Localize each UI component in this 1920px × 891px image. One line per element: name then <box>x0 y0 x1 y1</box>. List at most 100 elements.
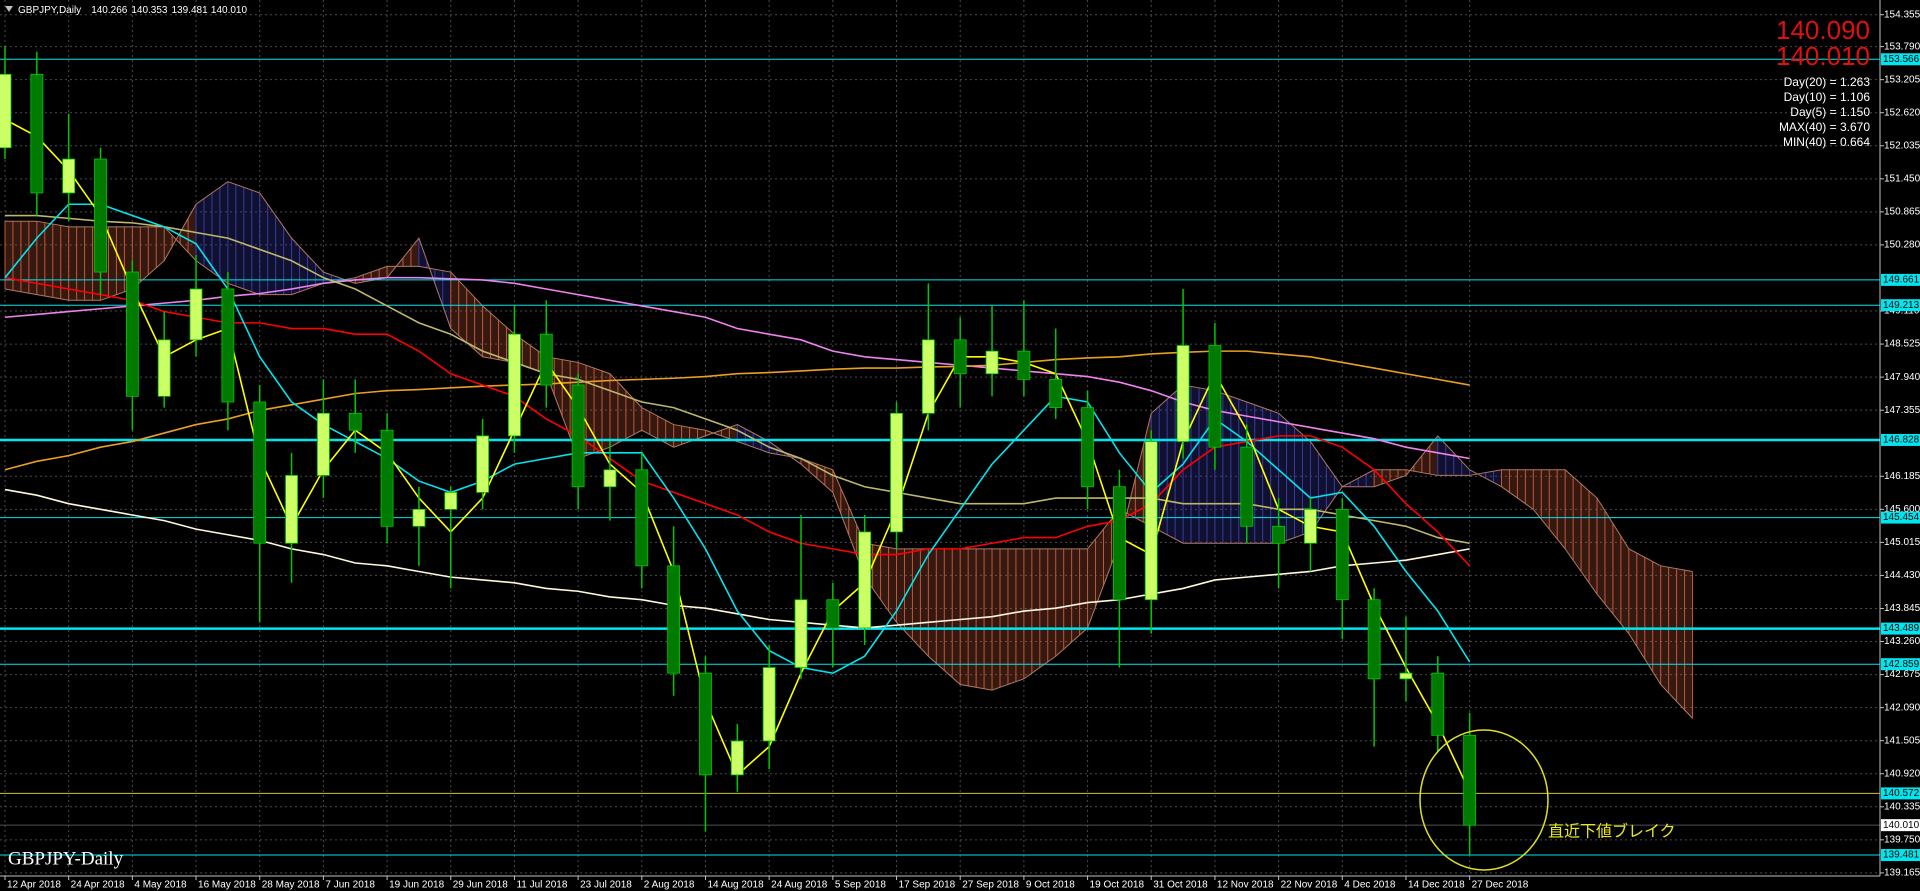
candle-body <box>348 412 362 431</box>
level-label: 146.828 <box>1883 435 1920 446</box>
x-tick-label: 14 Aug 2018 <box>707 880 764 891</box>
level-label-box <box>1881 622 1920 635</box>
y-tick-label: 146.185 <box>1884 471 1920 482</box>
stat-line: Day(10) = 1.106 <box>1784 90 1871 104</box>
x-tick-label: 17 Sep 2018 <box>899 880 956 891</box>
x-tick-label: 4 May 2018 <box>134 880 187 891</box>
candle-body <box>539 333 553 386</box>
candle-body <box>603 469 617 488</box>
candle-body <box>125 271 139 397</box>
candle-body <box>1113 486 1126 601</box>
x-tick-label: 24 Apr 2018 <box>71 880 125 891</box>
level-label-box <box>1881 658 1920 671</box>
x-tick-label: 12 Nov 2018 <box>1217 880 1274 891</box>
levels <box>0 58 1880 856</box>
y-tick-label: 143.845 <box>1884 603 1920 614</box>
x-tick-label: 24 Aug 2018 <box>771 880 828 891</box>
y-tick-label: 144.430 <box>1884 570 1920 581</box>
highlight-circle <box>1419 729 1549 871</box>
grid <box>0 0 1880 876</box>
y-tick-label: 150.280 <box>1884 240 1920 251</box>
header: GBPJPY,Daily 140.266 140.353 139.481 140.010 <box>18 5 247 16</box>
candle-body <box>1017 350 1031 380</box>
x-tick-label: 5 Sep 2018 <box>835 880 887 891</box>
level-label: 139.481 <box>1883 850 1920 861</box>
candle-body <box>667 565 681 674</box>
candle-body <box>380 429 394 527</box>
header-close: 140.010 <box>211 5 248 16</box>
quote: 140.090 <box>1776 15 1870 45</box>
level-label-box <box>1881 433 1920 446</box>
x-tick-label: 29 Jun 2018 <box>453 880 508 891</box>
candle-body <box>730 740 744 776</box>
candles <box>0 46 1477 856</box>
x-tick-label: 9 Oct 2018 <box>1026 880 1075 891</box>
x-tick-label: 31 Oct 2018 <box>1153 880 1208 891</box>
cloud <box>4 181 1694 719</box>
candle-body <box>1463 734 1477 826</box>
y-tick-label: 140.920 <box>1884 768 1920 779</box>
candle-body <box>316 412 330 476</box>
level-label: 140.572 <box>1883 788 1920 799</box>
y-tick-label: 152.035 <box>1884 140 1920 151</box>
candle-body <box>94 158 107 273</box>
candle-body <box>285 475 298 544</box>
candle-body <box>826 599 840 629</box>
indicator-line <box>4 276 1471 567</box>
candle-body <box>62 158 76 194</box>
candle-body <box>890 412 903 533</box>
candle-body <box>985 350 999 375</box>
candle-body <box>1335 508 1349 601</box>
candle-body <box>794 599 808 668</box>
y-tick-label: 154.355 <box>1884 9 1920 20</box>
indicator-line <box>5 214 1470 545</box>
stat-line: MIN(40) = 0.664 <box>1783 135 1870 149</box>
cloud-edge <box>4 181 1693 719</box>
y-tick-label: 153.205 <box>1884 74 1920 85</box>
level-label-box <box>1881 849 1920 862</box>
candle-body <box>157 339 171 397</box>
level-label-box <box>1881 53 1920 66</box>
indicator-lines <box>4 118 1471 793</box>
y-tick-label: 153.790 <box>1884 41 1920 52</box>
header-low: 139.481 <box>172 5 209 16</box>
stat-line: MAX(40) = 3.670 <box>1779 120 1870 134</box>
candle-body <box>699 672 712 776</box>
x-tick-label: 2 Aug 2018 <box>644 880 695 891</box>
y-tick-label: 139.165 <box>1884 868 1920 879</box>
indicator-line <box>4 203 1471 675</box>
candle-body <box>221 288 235 403</box>
x-tick-label: 19 Jun 2018 <box>389 880 444 891</box>
level-label-box <box>1881 511 1920 524</box>
y-tick-label: 142.090 <box>1884 702 1920 713</box>
y-tick-label: 150.865 <box>1884 207 1920 218</box>
y-tick-label: 142.675 <box>1884 669 1920 680</box>
candle-body <box>1176 345 1190 442</box>
y-tick-label: 140.335 <box>1884 801 1920 812</box>
header-high: 140.353 <box>131 5 168 16</box>
level-label: 140.010 <box>1883 820 1920 831</box>
candle-body <box>953 339 967 375</box>
x-tick-label: 19 Oct 2018 <box>1090 880 1145 891</box>
level-label-box <box>1881 819 1920 832</box>
candle-body <box>189 288 203 341</box>
candle-body <box>1208 345 1222 448</box>
y-tick-label: 143.260 <box>1884 636 1920 647</box>
candle-body <box>1049 378 1063 409</box>
y-tick-label: 151.450 <box>1884 173 1920 184</box>
y-tick-label: 145.600 <box>1884 504 1920 515</box>
y-tick-label: 139.750 <box>1884 834 1920 845</box>
watermark: GBPJPY-Daily <box>8 848 124 869</box>
y-tick-label: 148.525 <box>1884 339 1920 350</box>
candle-body <box>1240 446 1254 527</box>
y-tick-label: 147.355 <box>1884 405 1920 416</box>
header-open: 140.266 <box>91 5 128 16</box>
candle-body <box>1431 672 1445 736</box>
candle-body <box>444 491 458 510</box>
y-tick-label: 147.940 <box>1884 372 1920 383</box>
header-symbol: GBPJPY,Daily <box>18 5 81 16</box>
x-tick-label: 23 Jul 2018 <box>580 880 632 891</box>
annotation: 直近下値ブレイク <box>1548 822 1676 841</box>
